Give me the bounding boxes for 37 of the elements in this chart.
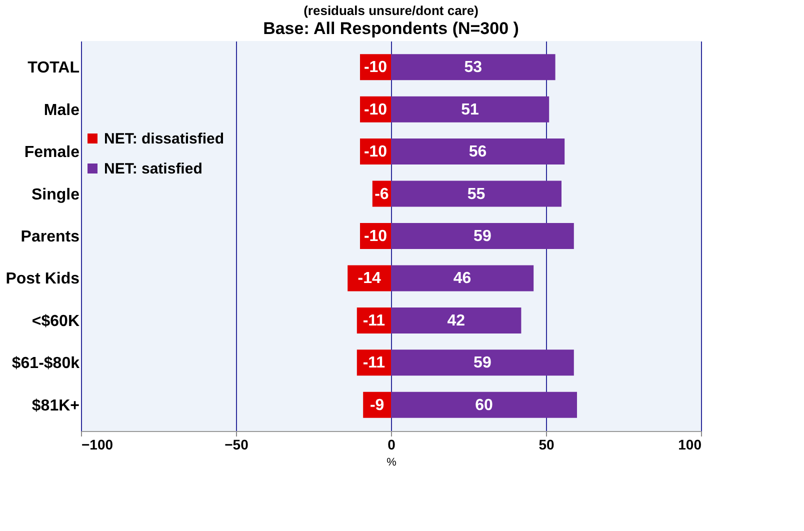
y-tick-label: <$60K — [32, 312, 80, 330]
data-label: 59 — [474, 354, 492, 372]
data-label: -10 — [364, 101, 388, 118]
y-tick-label: TOTAL — [28, 60, 80, 77]
x-tick-label: 0 — [388, 436, 396, 452]
data-label: 46 — [453, 270, 472, 288]
y-tick-label: Single — [31, 186, 80, 204]
y-tick-label: Female — [24, 144, 80, 162]
data-label: 60 — [475, 396, 493, 414]
data-label: -11 — [362, 354, 386, 372]
y-tick-label: Post Kids — [6, 270, 80, 288]
data-label: 55 — [467, 186, 486, 203]
data-label: 51 — [461, 101, 480, 118]
x-tick-label: −50 — [224, 436, 249, 452]
data-label: -6 — [374, 186, 389, 203]
y-tick-label: Male — [44, 102, 80, 119]
data-label: -10 — [364, 144, 388, 161]
chart-subtitle: Base: All Respondents (N=300 ) — [263, 19, 519, 38]
y-tick-label: Parents — [20, 228, 80, 246]
legend-label: NET: satisfied — [104, 160, 202, 178]
data-label: 59 — [474, 228, 492, 245]
y-tick-label: $61-$80k — [12, 355, 80, 372]
data-label: -11 — [362, 312, 386, 330]
x-tick-label: 100 — [678, 436, 702, 452]
x-tick-label: 50 — [538, 436, 554, 452]
data-label: -10 — [364, 228, 388, 245]
data-label: -14 — [358, 270, 381, 288]
x-axis-title: % — [386, 456, 397, 468]
data-label: -10 — [364, 59, 388, 76]
y-tick-label: $81K+ — [32, 397, 80, 414]
data-label: 42 — [447, 312, 466, 330]
data-label: 53 — [464, 59, 482, 76]
data-label: 56 — [468, 144, 487, 161]
chart-title: (residuals unsure/dont care) — [304, 3, 478, 18]
legend-label: NET: dissatisfied — [104, 130, 224, 148]
data-label: -9 — [370, 396, 384, 414]
x-tick-label: −100 — [82, 436, 114, 452]
